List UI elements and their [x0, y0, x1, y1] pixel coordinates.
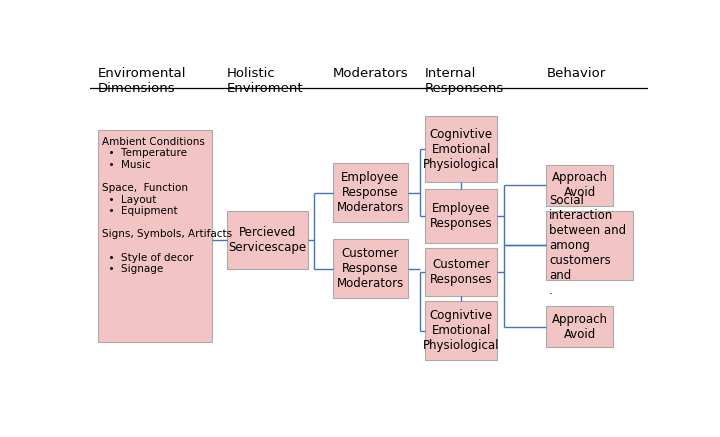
FancyBboxPatch shape	[425, 248, 498, 296]
Text: Approach
Avoid: Approach Avoid	[552, 171, 608, 199]
Text: Customer
Responses: Customer Responses	[430, 258, 492, 286]
Text: Moderators: Moderators	[333, 66, 408, 80]
FancyBboxPatch shape	[425, 302, 498, 361]
Text: Ambient Conditions
  •  Temperature
  •  Music

Space,  Function
  •  Layout
  •: Ambient Conditions • Temperature • Music…	[102, 136, 233, 274]
FancyBboxPatch shape	[333, 163, 408, 222]
FancyBboxPatch shape	[546, 165, 613, 205]
Text: Behavior: Behavior	[546, 66, 606, 80]
Text: Internal
Responsens: Internal Responsens	[425, 66, 504, 94]
FancyBboxPatch shape	[425, 189, 498, 243]
FancyBboxPatch shape	[425, 116, 498, 182]
FancyBboxPatch shape	[546, 306, 613, 347]
FancyBboxPatch shape	[333, 239, 408, 298]
Text: Cognivtive
Emotional
Physiological: Cognivtive Emotional Physiological	[423, 309, 500, 352]
Text: Percieved
Servicescape: Percieved Servicescape	[228, 226, 306, 254]
Text: Approach
Avoid: Approach Avoid	[552, 313, 608, 341]
Text: Holistic
Enviroment: Holistic Enviroment	[227, 66, 303, 94]
Text: Employee
Responses: Employee Responses	[430, 201, 492, 229]
Text: Social
interaction
between and
among
customers
and
.: Social interaction between and among cus…	[549, 194, 626, 297]
Text: Employee
Response
Moderators: Employee Response Moderators	[337, 171, 404, 215]
Text: Cognivtive
Emotional
Physiological: Cognivtive Emotional Physiological	[423, 128, 500, 171]
Text: Enviromental
Dimensions: Enviromental Dimensions	[98, 66, 186, 94]
Text: Customer
Response
Moderators: Customer Response Moderators	[337, 247, 404, 290]
FancyBboxPatch shape	[227, 211, 307, 270]
FancyBboxPatch shape	[546, 211, 633, 280]
FancyBboxPatch shape	[98, 130, 212, 342]
